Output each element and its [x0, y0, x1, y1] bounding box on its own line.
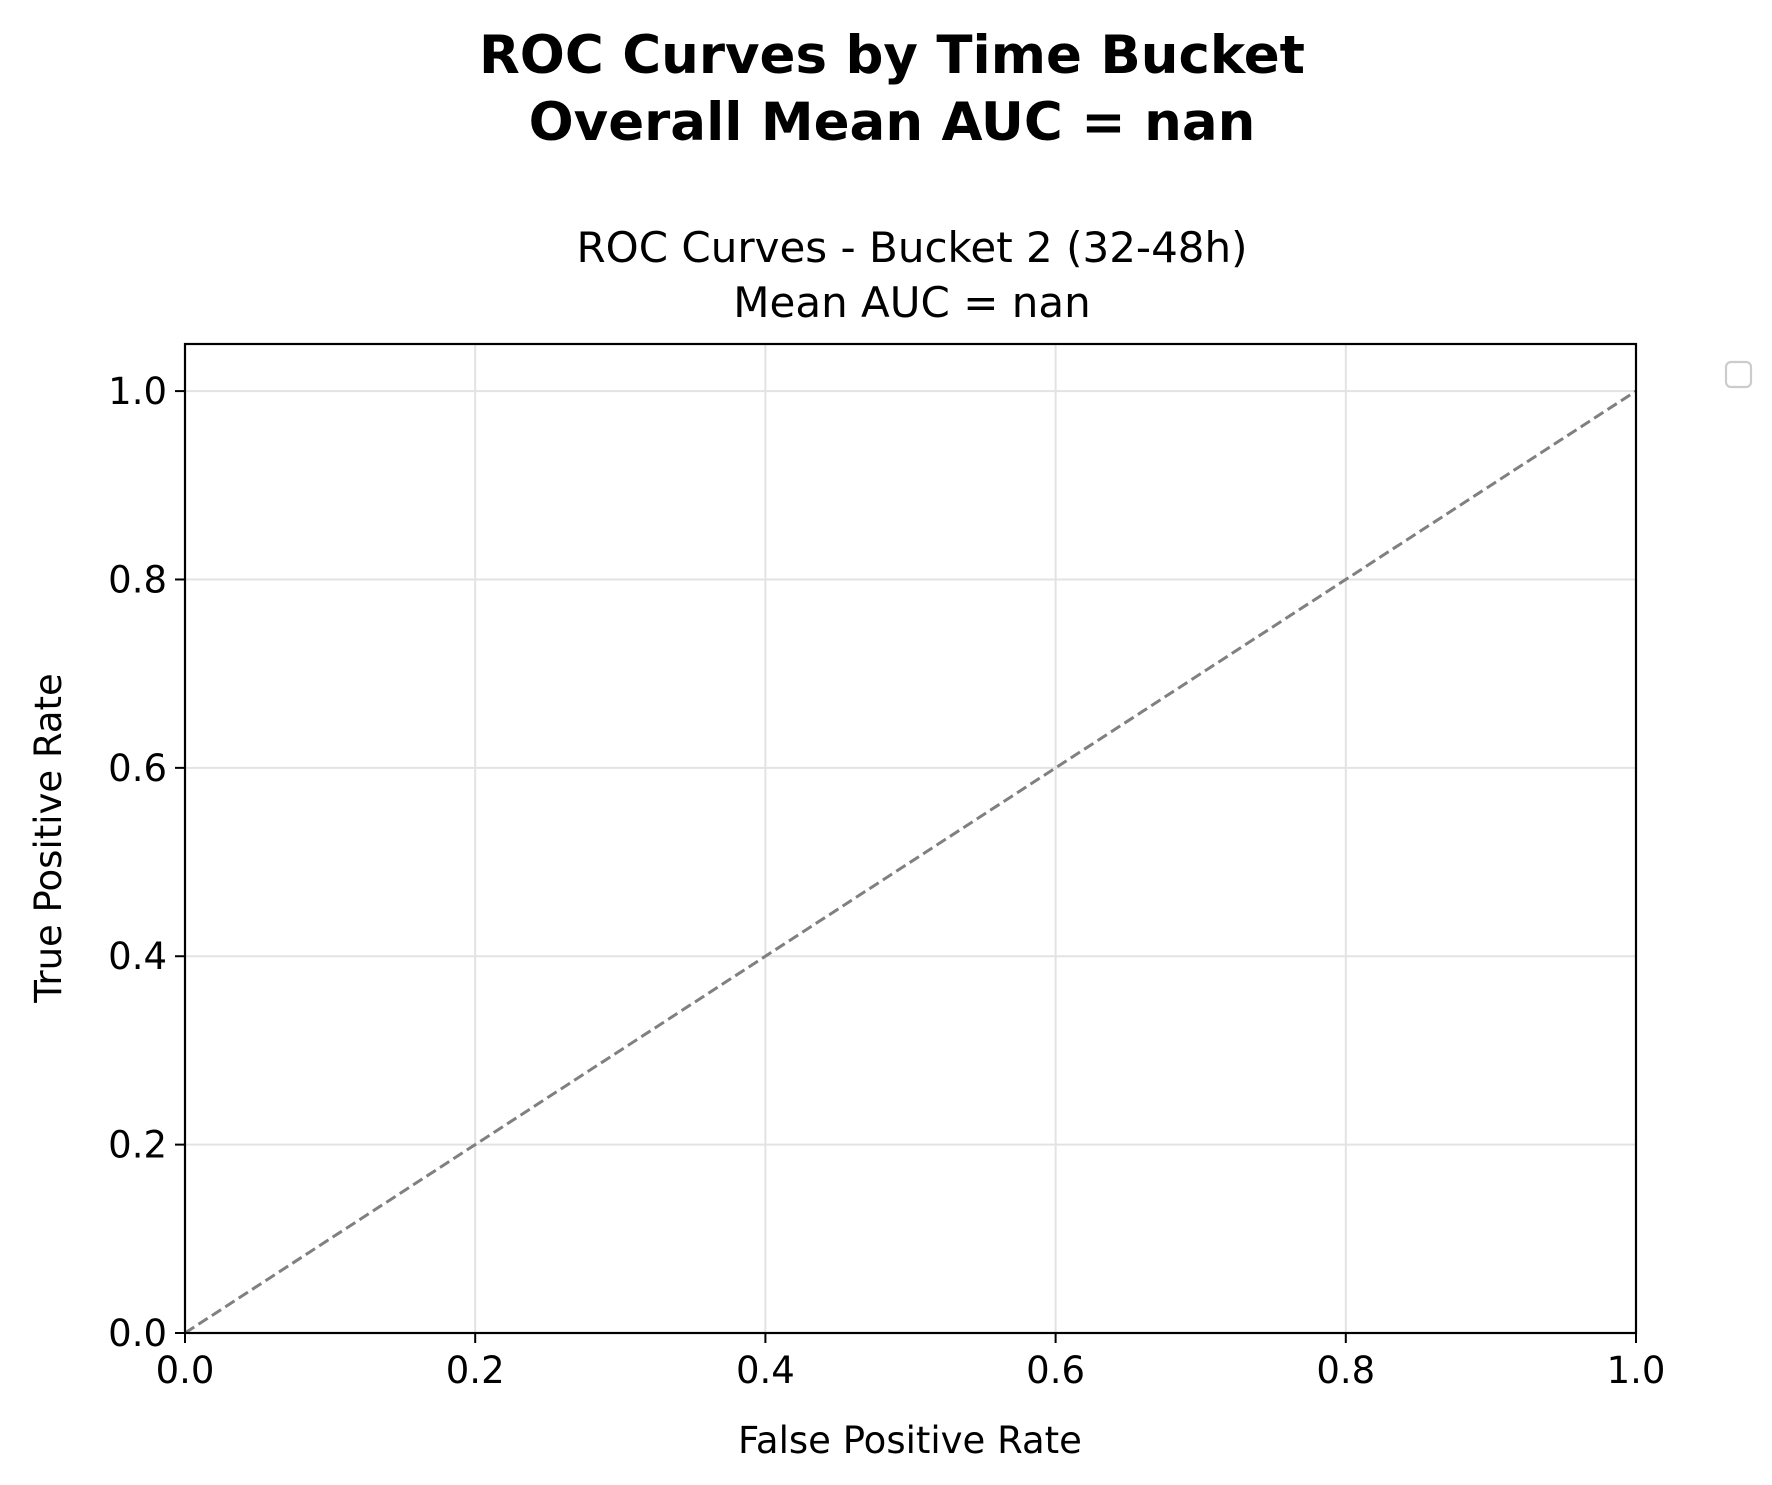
y-tick-label: 0.0: [108, 1312, 167, 1355]
x-tick-label: 0.0: [156, 1349, 215, 1392]
x-axis-label: False Positive Rate: [738, 1419, 1082, 1462]
series-layer: [184, 389, 1637, 1335]
x-tick-label: 0.2: [446, 1349, 505, 1392]
grid: [184, 344, 1637, 1334]
y-tick-label: 0.4: [108, 935, 167, 978]
y-tick-label: 0.2: [108, 1124, 167, 1167]
x-tick-label: 0.8: [1316, 1349, 1375, 1392]
x-tick-label: 0.6: [1026, 1349, 1085, 1392]
chance-diagonal-line: [184, 389, 1637, 1335]
legend-box: [1724, 360, 1753, 389]
figure-title-line2: Overall Mean AUC = nan: [529, 92, 1256, 153]
y-tick-label: 0.8: [108, 558, 167, 601]
y-tick-label: 0.6: [108, 747, 167, 790]
axes-title-line2: Mean AUC = nan: [733, 278, 1090, 327]
axes-title-line1: ROC Curves - Bucket 2 (32-48h): [576, 223, 1247, 272]
y-axis-label: True Positive Rate: [27, 673, 70, 1004]
x-tick-label: 0.4: [736, 1349, 795, 1392]
y-tick-label: 1.0: [108, 370, 167, 413]
ticks: 0.0 0.2 0.4 0.6 0.8 1.0 0.0 0.2 0.4 0.6 0.8 1.0: [108, 370, 1665, 1392]
x-tick-label: 1.0: [1607, 1349, 1666, 1392]
plot-frame: [183, 342, 1638, 1335]
figure-title-line1: ROC Curves by Time Bucket: [479, 25, 1305, 86]
